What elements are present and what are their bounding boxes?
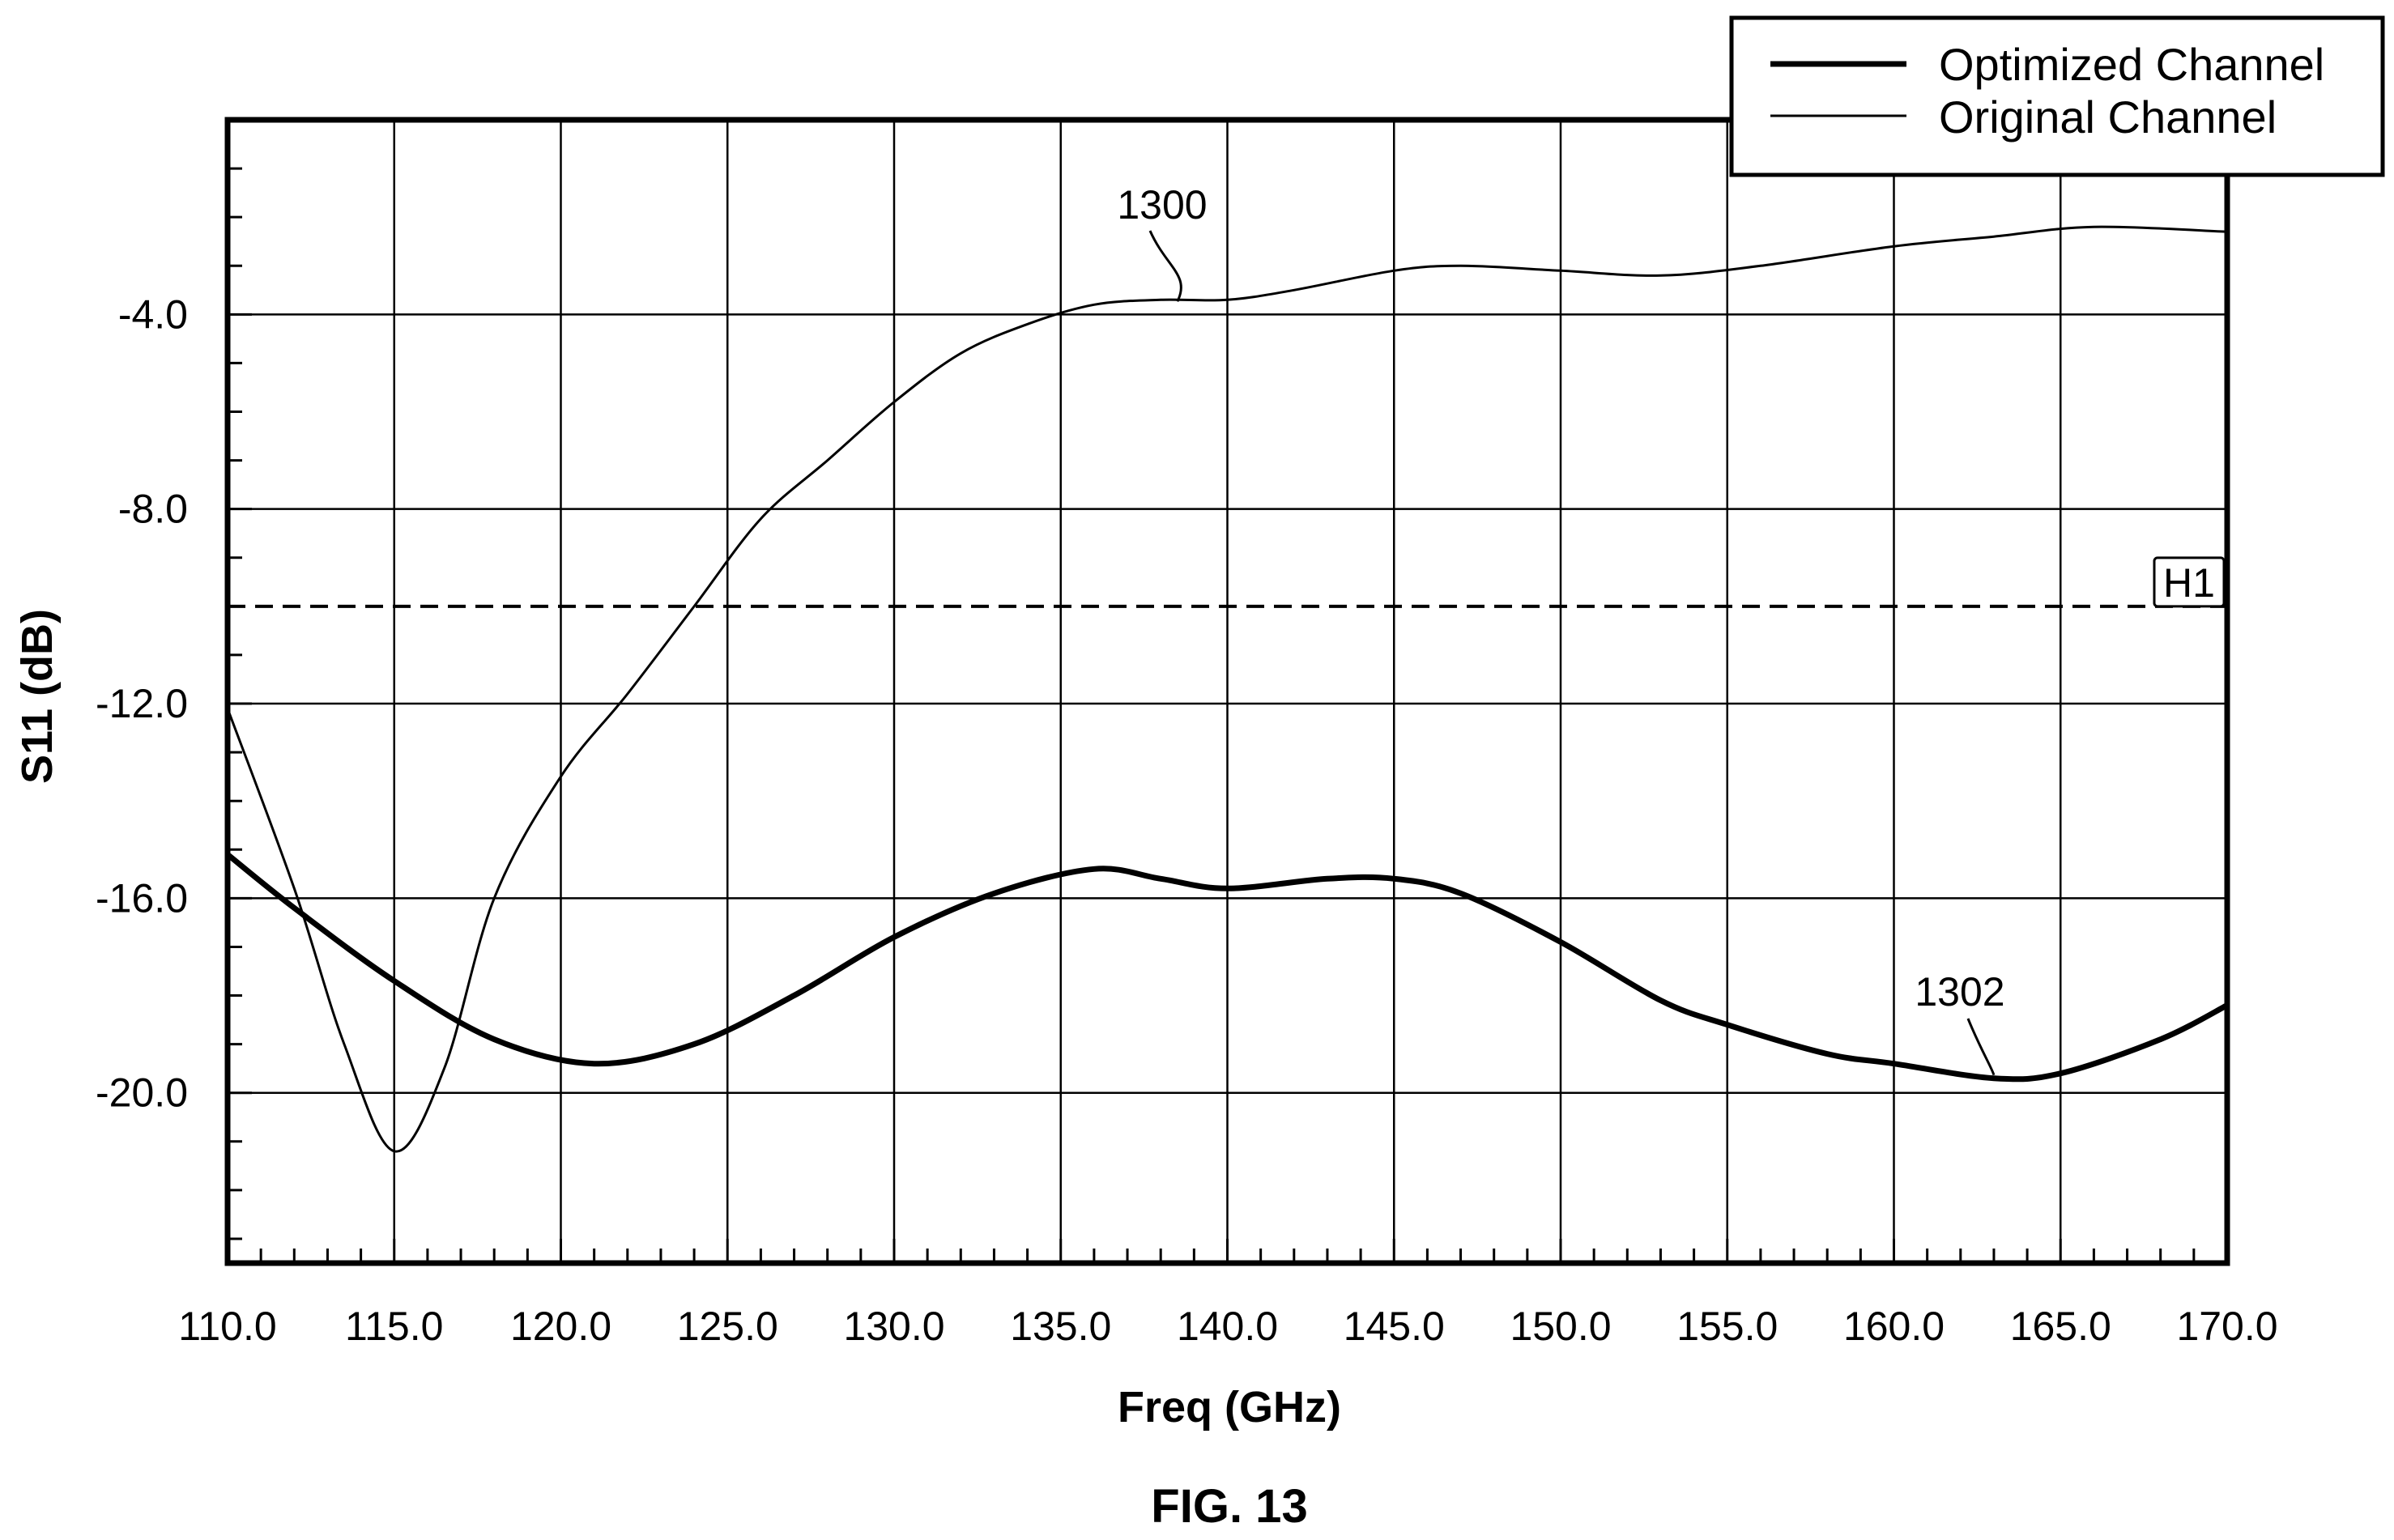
- annotation-leader-1300: [1148, 230, 1182, 302]
- plot-frame: [224, 117, 2230, 1266]
- legend: Optimized Channel Original Channel: [1729, 15, 2385, 177]
- y-tick-label: -16.0: [96, 875, 188, 921]
- x-tick-label: 120.0: [510, 1304, 611, 1349]
- tick-labels: 110.0 115.0 120.0 125.0 130.0 135.0 140.0 145.0…: [96, 291, 2278, 1349]
- legend-box: [1729, 15, 2385, 177]
- x-tick-label: 170.0: [2176, 1304, 2277, 1349]
- legend-label-original: Original Channel: [1939, 91, 2277, 143]
- series-line-original-channel: [226, 225, 2228, 1153]
- annotation-leader-1302: [1966, 1018, 1996, 1076]
- x-tick-label: 125.0: [677, 1304, 778, 1349]
- y-axis-title: S11 (dB): [13, 609, 62, 784]
- plot-area-border: [224, 117, 2230, 1266]
- y-tick-label: -20.0: [96, 1070, 188, 1116]
- grid-lines: [226, 118, 2229, 1263]
- x-tick-label: 160.0: [1843, 1304, 1945, 1349]
- y-tick-label: -8.0: [118, 487, 188, 532]
- legend-label-optimized: Optimized Channel: [1939, 39, 2324, 90]
- x-tick-label: 155.0: [1676, 1304, 1778, 1349]
- y-tick-label: -12.0: [96, 681, 188, 726]
- x-tick-label: 135.0: [1010, 1304, 1111, 1349]
- reference-label-box: [2153, 556, 2226, 608]
- x-tick-label: 145.0: [1344, 1304, 1445, 1349]
- series-line-optimized-channel: [225, 852, 2229, 1083]
- y-tick-label: -4.0: [118, 291, 188, 337]
- x-tick-label: 130.0: [843, 1304, 944, 1349]
- x-tick-label: 140.0: [1177, 1304, 1278, 1349]
- annotation-1302: 1302: [1915, 969, 2004, 1015]
- x-tick-label: 110.0: [178, 1304, 276, 1349]
- reference-label-h1: H1: [2163, 560, 2215, 606]
- x-tick-label: 150.0: [1510, 1304, 1611, 1349]
- reference-lines: H1: [228, 556, 2227, 608]
- x-tick-label: 115.0: [345, 1304, 443, 1349]
- x-tick-label: 165.0: [2010, 1304, 2111, 1349]
- x-axis-title: Freq (GHz): [1118, 1383, 1341, 1432]
- annotation-1300: 1300: [1117, 182, 1207, 228]
- annotations: 1300 1302: [1117, 182, 2005, 1076]
- series-lines: [225, 225, 2229, 1153]
- figure-caption: FIG. 13: [1151, 1480, 1307, 1533]
